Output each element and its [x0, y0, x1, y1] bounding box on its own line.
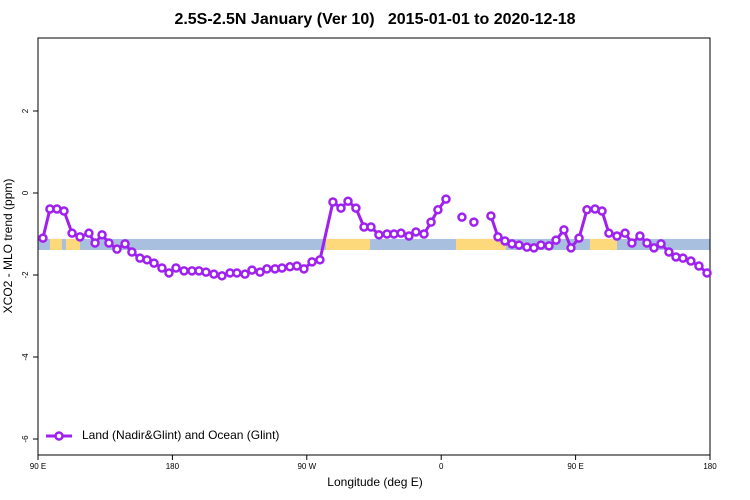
land-band [65, 238, 80, 250]
x-tick-label: 180 [703, 462, 717, 471]
data-point [315, 255, 325, 265]
data-point [396, 228, 406, 238]
data-point [157, 263, 167, 273]
data-point [486, 211, 496, 221]
data-point [649, 243, 659, 253]
data-point [299, 264, 309, 274]
data-point [247, 265, 257, 275]
data-point [694, 261, 704, 271]
data-point [514, 240, 524, 250]
data-point [209, 269, 219, 279]
data-point [664, 247, 674, 257]
data-point [142, 255, 152, 265]
data-point [366, 222, 376, 232]
data-point [374, 230, 384, 240]
data-point [277, 263, 287, 273]
plot-frame [37, 37, 711, 456]
x-tick-label: 90 W [297, 462, 316, 471]
data-point [566, 243, 576, 253]
data-point [620, 228, 630, 238]
data-point [419, 229, 429, 239]
y-tick-label: 0 [21, 190, 30, 195]
land-band [589, 238, 617, 250]
data-point [97, 230, 107, 240]
data-point [656, 239, 666, 249]
y-tick-label: -2 [21, 271, 30, 279]
data-point [328, 197, 338, 207]
data-point [551, 235, 561, 245]
land-band [455, 238, 507, 250]
data-point [627, 238, 637, 248]
data-point [84, 228, 94, 238]
data-point [612, 231, 622, 241]
data-point [536, 240, 546, 250]
chart-title: 2.5S-2.5N January (Ver 10) 2015-01-01 to… [174, 11, 575, 28]
data-point [635, 231, 645, 241]
data-point [678, 253, 688, 263]
data-point [149, 258, 159, 268]
data-point [597, 206, 607, 216]
y-tick-label: -4 [21, 353, 30, 361]
x-tick-label: 180 [166, 462, 180, 471]
data-point [59, 206, 69, 216]
data-point [262, 264, 272, 274]
data-point [127, 247, 137, 257]
y-tick-label: -6 [21, 435, 30, 443]
data-point [426, 217, 436, 227]
data-point [336, 203, 346, 213]
legend-marker [54, 431, 64, 441]
data-point [240, 269, 250, 279]
x-tick-label: 90 E [30, 462, 46, 471]
data-point [702, 268, 712, 278]
ocean-band [38, 238, 710, 250]
data-point [164, 268, 174, 278]
data-point [604, 228, 614, 238]
data-point [642, 238, 652, 248]
data-point [343, 196, 353, 206]
data-point [67, 228, 77, 238]
legend-label: Land (Nadir&Glint) and Ocean (Glint) [82, 428, 279, 442]
data-point [75, 232, 85, 242]
data-point [457, 212, 467, 222]
data-point [351, 203, 361, 213]
data-point [38, 233, 48, 243]
data-point [559, 225, 569, 235]
data-point [120, 239, 130, 249]
data-point [171, 263, 181, 273]
data-point [112, 244, 122, 254]
data-point [411, 227, 421, 237]
x-tick-label: 0 [439, 462, 444, 471]
data-point [441, 194, 451, 204]
data-point [544, 241, 554, 251]
data-point [217, 271, 227, 281]
data-point [469, 217, 479, 227]
data-point [404, 231, 414, 241]
x-axis-label: Longitude (deg E) [327, 475, 422, 489]
x-tick-label: 90 E [567, 462, 583, 471]
y-axis-label: XCO2 - MLO trend (ppm) [1, 179, 15, 314]
data-point [433, 205, 443, 215]
data-point [104, 238, 114, 248]
data-point [574, 233, 584, 243]
y-tick-label: 2 [21, 108, 30, 113]
data-point [686, 256, 696, 266]
land-band [49, 238, 62, 250]
data-point [201, 267, 211, 277]
data-point [582, 205, 592, 215]
data-point [307, 257, 317, 267]
data-point [179, 266, 189, 276]
data-point [232, 268, 242, 278]
land-band [325, 238, 370, 250]
data-point [90, 238, 100, 248]
data-point [493, 232, 503, 242]
